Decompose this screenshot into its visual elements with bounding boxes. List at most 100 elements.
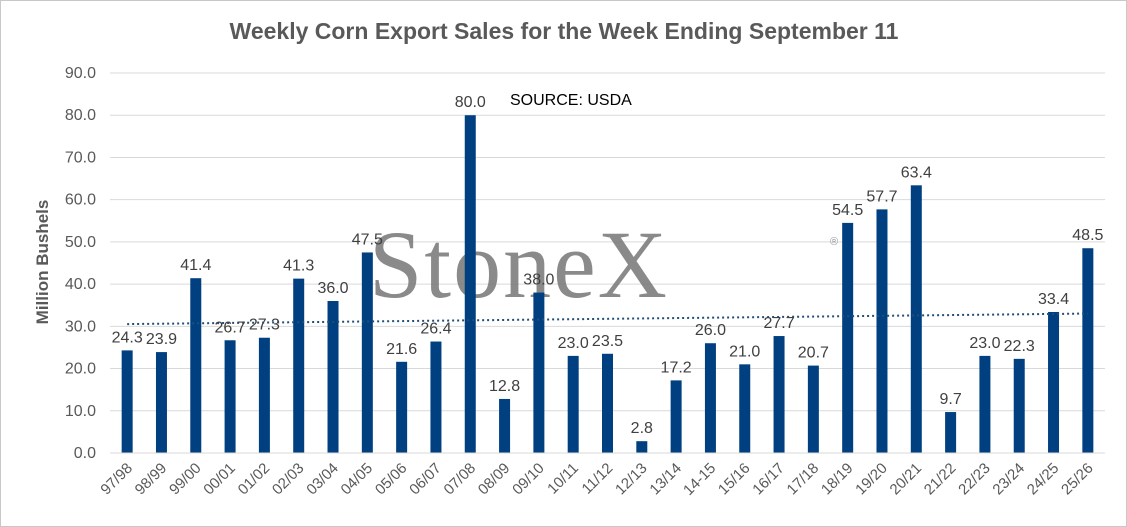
x-axis-ticks: 97/9898/9999/0000/0101/0202/0303/0404/05… xyxy=(97,460,1096,499)
bar xyxy=(739,364,751,453)
data-label: 20.7 xyxy=(798,345,829,362)
x-tick-label: 13/14 xyxy=(646,460,685,499)
y-tick-label: 30.0 xyxy=(65,318,96,335)
data-label: 38.0 xyxy=(523,272,554,289)
bar xyxy=(155,352,167,453)
data-label: 48.5 xyxy=(1072,227,1103,244)
data-label: 27.3 xyxy=(249,317,280,334)
x-tick-label: 11/12 xyxy=(579,460,617,498)
y-tick-label: 70.0 xyxy=(65,149,96,166)
data-label: 41.4 xyxy=(180,257,211,274)
data-label: 12.8 xyxy=(489,378,520,395)
x-tick-label: 16/17 xyxy=(749,460,788,499)
y-tick-label: 20.0 xyxy=(65,361,96,378)
x-tick-label: 98/99 xyxy=(132,460,171,499)
data-label: 2.8 xyxy=(631,420,653,437)
y-tick-label: 90.0 xyxy=(65,65,96,82)
bar xyxy=(499,398,511,453)
x-tick-label: 22/23 xyxy=(955,460,994,499)
bar xyxy=(1013,358,1025,453)
bar xyxy=(1048,311,1060,453)
data-label: 54.5 xyxy=(832,202,863,219)
x-tick-label: 99/00 xyxy=(166,460,205,499)
data-label: 17.2 xyxy=(661,359,692,376)
source-annotation: SOURCE: USDA xyxy=(510,92,632,109)
bar xyxy=(807,365,819,453)
x-tick-label: 10/11 xyxy=(544,460,582,498)
x-tick-label: 18/19 xyxy=(818,460,857,499)
x-tick-label: 07/08 xyxy=(441,460,480,499)
x-tick-label: 15/16 xyxy=(715,460,754,499)
y-axis-ticks: 0.0 10.0 20.0 30.0 40.0 50.0 60.0 70.0 80.0 90.0 xyxy=(65,65,96,462)
y-tick-label: 40.0 xyxy=(65,276,96,293)
data-label: 21.0 xyxy=(729,343,760,360)
data-label: 21.6 xyxy=(386,341,417,358)
data-labels: 24.3 23.9 41.4 26.7 27.3 41.336.0 47.5 21.626.4… xyxy=(112,94,1104,437)
bar xyxy=(327,301,339,453)
bar xyxy=(704,343,716,453)
data-label: 47.5 xyxy=(352,231,383,248)
y-tick-label: 60.0 xyxy=(65,192,96,209)
data-label: 23.0 xyxy=(558,335,589,352)
watermark-logo: StoneX xyxy=(369,211,669,318)
x-tick-label: 06/07 xyxy=(406,460,445,499)
y-tick-label: 50.0 xyxy=(65,234,96,251)
x-tick-label: 23/24 xyxy=(989,460,1028,499)
data-label: 36.0 xyxy=(317,280,348,297)
x-tick-label: 24/25 xyxy=(1024,460,1063,499)
bar xyxy=(190,278,202,453)
data-label: 23.5 xyxy=(592,333,623,350)
x-tick-label: 21/22 xyxy=(921,460,960,499)
x-tick-label: 19/20 xyxy=(852,460,891,499)
data-label: 26.0 xyxy=(695,322,726,339)
x-tick-label: 14-15 xyxy=(680,460,719,499)
data-label: 57.7 xyxy=(866,188,897,205)
data-label: 26.7 xyxy=(215,319,246,336)
x-tick-label: 17/18 xyxy=(784,460,823,499)
x-tick-label: 20/21 xyxy=(887,460,926,499)
trendline xyxy=(127,312,1088,326)
bar xyxy=(430,341,442,453)
x-tick-label: 04/05 xyxy=(338,460,377,499)
bar xyxy=(293,278,305,453)
data-label: 33.4 xyxy=(1038,291,1069,308)
bar xyxy=(773,336,785,453)
gridlines xyxy=(110,72,1105,412)
y-tick-label: 10.0 xyxy=(65,403,96,420)
bar xyxy=(670,380,682,453)
bar xyxy=(258,337,270,453)
y-axis-label: Million Bushels xyxy=(33,200,52,325)
x-tick-label: 09/10 xyxy=(509,460,548,499)
chart-title: Weekly Corn Export Sales for the Week En… xyxy=(230,18,899,44)
x-tick-label: 02/03 xyxy=(269,460,308,499)
data-label: 63.4 xyxy=(901,164,932,181)
data-label: 80.0 xyxy=(455,94,486,111)
bars xyxy=(121,115,1094,454)
bar xyxy=(396,361,408,453)
x-tick-label: 03/04 xyxy=(303,460,342,499)
bar xyxy=(842,222,854,453)
x-tick-label: 12/13 xyxy=(612,460,651,499)
bar xyxy=(979,355,991,453)
data-label: 9.7 xyxy=(939,391,961,408)
data-label: 41.3 xyxy=(283,258,314,275)
data-label: 27.7 xyxy=(763,315,794,332)
bar xyxy=(121,350,133,453)
x-tick-label: 05/06 xyxy=(372,460,411,499)
bar xyxy=(910,185,922,454)
x-tick-label: 08/09 xyxy=(475,460,514,499)
bar xyxy=(464,115,476,453)
y-tick-label: 0.0 xyxy=(74,445,96,462)
data-label: 23.9 xyxy=(146,331,177,348)
x-tick-label: 97/98 xyxy=(97,460,136,499)
x-tick-label: 00/01 xyxy=(200,460,239,499)
watermark-registered-mark: ® xyxy=(830,236,838,248)
x-tick-label: 01/02 xyxy=(235,460,274,499)
bar xyxy=(636,441,648,453)
bar xyxy=(567,355,579,453)
bar xyxy=(876,209,888,453)
bar xyxy=(945,412,957,453)
data-label: 22.3 xyxy=(1004,338,1035,355)
